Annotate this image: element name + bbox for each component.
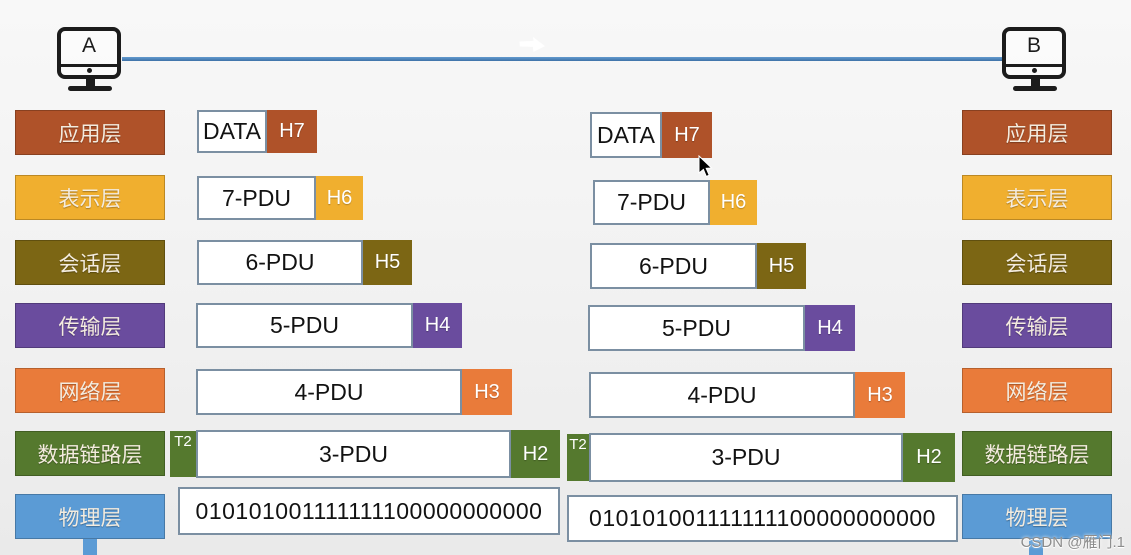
pdu-header-right-5: H2 (903, 433, 955, 482)
computer-b-screen: B (1002, 27, 1066, 79)
computer-b-dot (1031, 68, 1037, 73)
pdu-header-left-5: H2 (511, 430, 560, 478)
pdu-header-left-1: H6 (316, 176, 363, 220)
pdu-trailer-right-5: T2 (567, 434, 589, 481)
computer-b-bar (1006, 64, 1062, 67)
computer-b: B (1002, 27, 1068, 91)
bit-stream-right: 010101001111111100000000000 (567, 495, 958, 542)
bit-stream-left: 010101001111111100000000000 (178, 487, 560, 535)
pdu-body-right-1: 7-PDU (593, 180, 710, 225)
computer-b-label: B (1026, 34, 1041, 57)
pdu-header-right-1: H6 (710, 180, 757, 225)
computer-a-screen: A (57, 27, 121, 79)
pdu-header-right-2: H5 (757, 243, 806, 289)
pdu-body-left-5: 3-PDU (196, 430, 511, 478)
pdu-header-right-4: H3 (855, 372, 905, 418)
pdu-body-right-2: 6-PDU (590, 243, 757, 289)
osi-layer-left-1: 应用层 (15, 110, 165, 155)
pdu-trailer-left-5: T2 (170, 431, 196, 477)
pdu-header-right-3: H4 (805, 305, 855, 351)
osi-layer-right-7: 物理层 (962, 494, 1112, 539)
pdu-header-left-4: H3 (462, 369, 512, 415)
osi-layer-right-3: 会话层 (962, 240, 1112, 285)
osi-layer-left-4: 传输层 (15, 303, 165, 348)
pdu-body-right-0: DATA (590, 112, 662, 158)
white-arrow-icon (519, 36, 546, 52)
osi-layer-right-4: 传输层 (962, 303, 1112, 348)
osi-layer-left-2: 表示层 (15, 175, 165, 220)
physical-link-stub-left (83, 539, 97, 555)
computer-a-dot (86, 68, 92, 73)
osi-layer-left-5: 网络层 (15, 368, 165, 413)
pdu-body-left-1: 7-PDU (197, 176, 316, 220)
pdu-header-right-0: H7 (662, 112, 712, 158)
pdu-body-right-5: 3-PDU (589, 433, 903, 482)
mouse-cursor-icon (698, 155, 713, 178)
pdu-body-left-4: 4-PDU (196, 369, 462, 415)
osi-layer-left-3: 会话层 (15, 240, 165, 285)
computer-a-label: A (81, 34, 96, 57)
watermark: CSDN @雁门.1 (1020, 534, 1125, 551)
network-link-line (122, 57, 1003, 61)
computer-a-base (68, 86, 112, 91)
pdu-body-left-2: 6-PDU (197, 240, 363, 285)
computer-a: A (57, 27, 123, 91)
pdu-body-left-3: 5-PDU (196, 303, 413, 348)
osi-layer-right-6: 数据链路层 (962, 431, 1112, 476)
osi-layer-right-2: 表示层 (962, 175, 1112, 220)
pdu-body-left-0: DATA (197, 110, 267, 153)
computer-a-neck (85, 79, 95, 86)
physical-link-stub-right (1029, 540, 1043, 555)
computer-a-bar (61, 64, 117, 67)
pdu-header-left-3: H4 (413, 303, 462, 348)
computer-b-base (1013, 86, 1057, 91)
pdu-header-left-0: H7 (267, 110, 317, 153)
pdu-body-right-3: 5-PDU (588, 305, 805, 351)
pdu-body-right-4: 4-PDU (589, 372, 855, 418)
pdu-header-left-2: H5 (363, 240, 412, 285)
osi-layer-left-7: 物理层 (15, 494, 165, 539)
osi-layer-right-1: 应用层 (962, 110, 1112, 155)
osi-layer-right-5: 网络层 (962, 368, 1112, 413)
computer-b-neck (1030, 79, 1040, 86)
osi-layer-left-6: 数据链路层 (15, 431, 165, 476)
